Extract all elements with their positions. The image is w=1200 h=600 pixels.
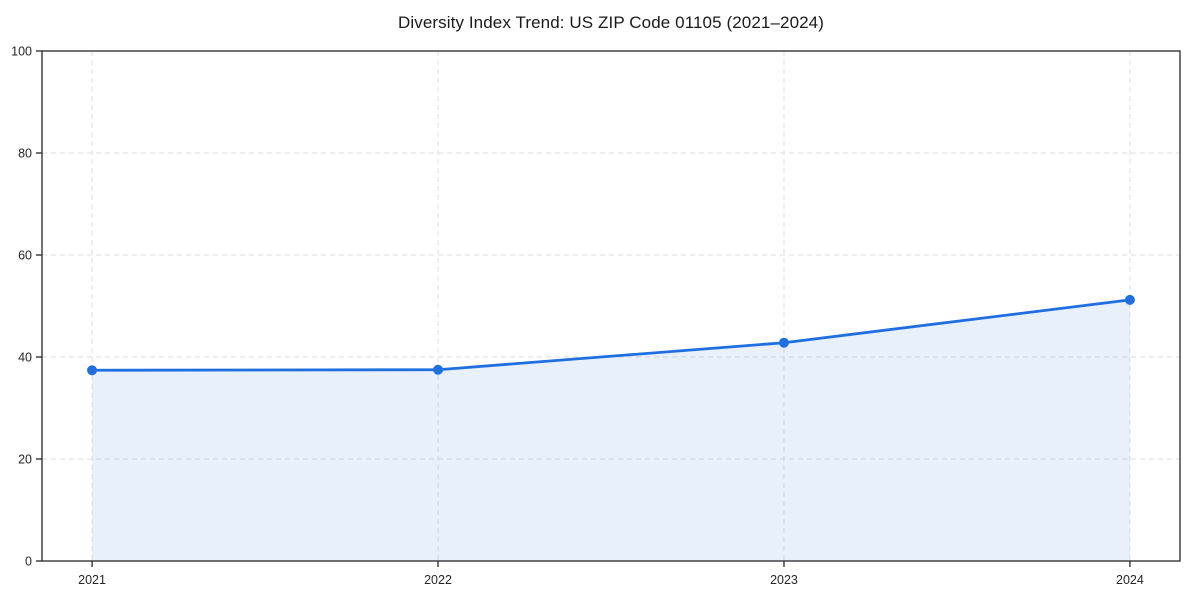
data-point-2022 bbox=[433, 364, 444, 375]
x-tick-label: 2021 bbox=[78, 573, 106, 587]
area-fill bbox=[92, 299, 1130, 561]
trend-line bbox=[90, 298, 1132, 372]
y-tick-label: 60 bbox=[18, 249, 32, 263]
y-tick-label: 80 bbox=[18, 147, 32, 161]
y-tick-label: 20 bbox=[18, 453, 32, 467]
y-tick-label: 100 bbox=[11, 45, 32, 59]
chart-title: Diversity Index Trend: US ZIP Code 01105… bbox=[397, 13, 825, 32]
y-tick-label: 40 bbox=[18, 351, 32, 365]
y-tick-label: 0 bbox=[25, 555, 32, 569]
x-tick-label: 2024 bbox=[1116, 573, 1144, 587]
data-point-2021 bbox=[87, 365, 98, 376]
x-tick-label: 2023 bbox=[770, 573, 798, 587]
plot-border bbox=[41, 50, 1181, 562]
data-point-2023 bbox=[778, 337, 789, 348]
x-tick-label: 2022 bbox=[424, 573, 452, 587]
data-point-2024 bbox=[1124, 294, 1135, 305]
